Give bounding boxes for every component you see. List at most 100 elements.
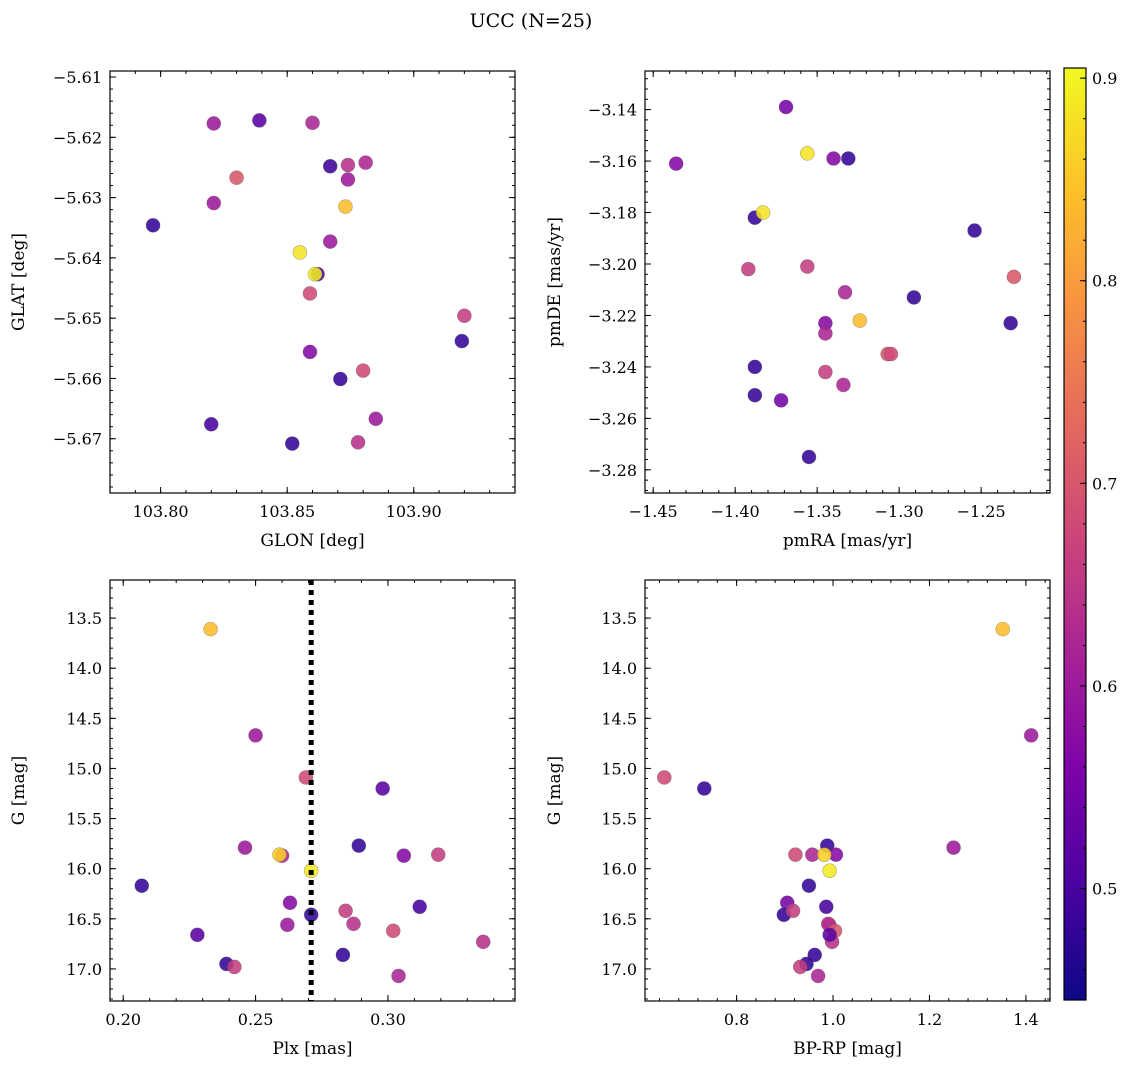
scatter-point: [906, 290, 922, 305]
scatter-point: [227, 959, 242, 975]
scatter-point: [946, 840, 961, 855]
scatter-point: [272, 847, 287, 862]
y-tick-label: −5.62: [53, 128, 102, 147]
y-tick-label: 16.5: [66, 910, 102, 929]
y-tick-label: −5.66: [53, 369, 102, 388]
scatter-point: [338, 199, 353, 214]
scatter-point: [338, 903, 353, 919]
scatter-point: [822, 863, 837, 878]
scatter-point: [837, 284, 853, 300]
x-tick-label: −1.40: [711, 502, 760, 521]
scatter-point: [391, 968, 406, 984]
scatter-point: [335, 947, 351, 963]
plot-frame: [109, 70, 516, 494]
scatter-point: [375, 781, 390, 796]
y-tick-label: 14.0: [601, 659, 637, 678]
y-tick-label: 17.0: [66, 960, 102, 979]
scatter-point: [396, 848, 412, 863]
y-tick-label: 16.0: [66, 860, 102, 879]
scatter-point: [282, 895, 298, 911]
scatter-point: [206, 195, 222, 211]
scatter-point: [252, 113, 267, 128]
scatter-point: [1006, 269, 1022, 285]
scatter-point: [351, 838, 367, 853]
y-tick-label: −5.63: [53, 189, 102, 208]
scatter-point: [740, 261, 756, 277]
scatter-point: [385, 923, 401, 939]
y-axis-label: G [mag]: [9, 756, 29, 825]
y-tick-label: −3.14: [588, 101, 637, 120]
scatter-point: [836, 377, 851, 393]
scatter-point: [800, 146, 815, 161]
scatter-point: [818, 326, 833, 341]
scatter-point: [773, 393, 789, 408]
scatter-point: [841, 151, 856, 166]
panel-2: −1.45 −1.40 −1.35 −1.30 −1.25 −3.14 −3.16 −3.18…: [545, 70, 1051, 551]
scatter-point: [346, 916, 361, 932]
y-tick-label: −3.28: [588, 461, 637, 480]
colorbar-gradient: [1064, 68, 1086, 1000]
colorbar-frame: [1063, 67, 1087, 1001]
x-tick-label: 103.90: [386, 502, 442, 521]
x-tick-label: −1.45: [629, 502, 678, 521]
x-tick-label: −1.35: [793, 502, 842, 521]
y-tick-label: 15.0: [66, 759, 102, 778]
scatter-point: [822, 927, 837, 943]
scatter-point: [807, 947, 823, 963]
scatter-point: [302, 286, 318, 301]
scatter-point: [788, 847, 803, 862]
scatter-point: [747, 387, 763, 403]
colorbar-tick-label: 0.6: [1092, 677, 1117, 696]
scatter-point: [292, 245, 308, 260]
scatter-point: [454, 333, 470, 349]
plot-frame: [644, 579, 1051, 1002]
y-tick-label: −3.22: [588, 306, 637, 325]
scatter-point: [358, 155, 373, 170]
scatter-point: [995, 621, 1011, 637]
scatter-point: [778, 99, 794, 115]
scatter-point: [203, 416, 219, 432]
x-tick-label: 0.20: [105, 1010, 141, 1029]
scatter-point: [350, 435, 366, 450]
scatter-point: [340, 157, 356, 173]
x-axis-label: Plx [mas]: [272, 1039, 352, 1059]
scatter-point: [430, 847, 446, 862]
scatter-point: [190, 927, 205, 943]
scatter-point: [755, 205, 771, 220]
figure-title: UCC (N=25): [470, 10, 593, 32]
scatter-point: [800, 259, 815, 274]
scatter-point: [206, 116, 222, 131]
scatter-point: [817, 847, 832, 862]
scatter-point: [810, 968, 826, 984]
scatter-point: [883, 346, 899, 362]
scatter-point: [697, 781, 712, 796]
scatter-point: [668, 156, 684, 171]
y-axis-label: GLAT [deg]: [9, 233, 29, 331]
colorbar: 0.5 0.6 0.7 0.8 0.9: [1063, 67, 1117, 1001]
scatter-point: [284, 436, 300, 451]
y-tick-label: 13.5: [601, 609, 637, 628]
panel-4: 0.8 1.0 1.2 1.4 13.5 14.0 14.5 15.0 15.5 16.0 16.5…: [545, 579, 1051, 1059]
y-tick-label: 16.5: [601, 910, 637, 929]
y-tick-label: −3.20: [588, 255, 637, 274]
scatter-point: [340, 172, 356, 187]
scatter-point: [229, 170, 244, 186]
scatter-point: [747, 359, 763, 375]
scatter-point: [967, 223, 982, 238]
y-tick-label: −3.18: [588, 204, 637, 223]
scatter-point: [656, 770, 672, 785]
y-tick-label: 15.5: [601, 810, 637, 829]
panel-1: 103.80 103.85 103.90 −5.61 −5.62 −5.63 −5.64 −5…: [9, 68, 516, 551]
scatter-point: [248, 728, 263, 743]
y-tick-label: −5.61: [53, 68, 102, 87]
colorbar-tick-label: 0.8: [1092, 272, 1117, 291]
scatter-point: [145, 218, 161, 233]
y-tick-label: 16.0: [601, 860, 637, 879]
x-tick-label: 0.25: [238, 1010, 274, 1029]
scatter-point: [801, 449, 817, 465]
scatter-point: [307, 266, 323, 282]
y-tick-label: 14.0: [66, 659, 102, 678]
scatter-point: [333, 371, 348, 387]
y-axis-label: pmDE [mas/yr]: [545, 217, 565, 347]
